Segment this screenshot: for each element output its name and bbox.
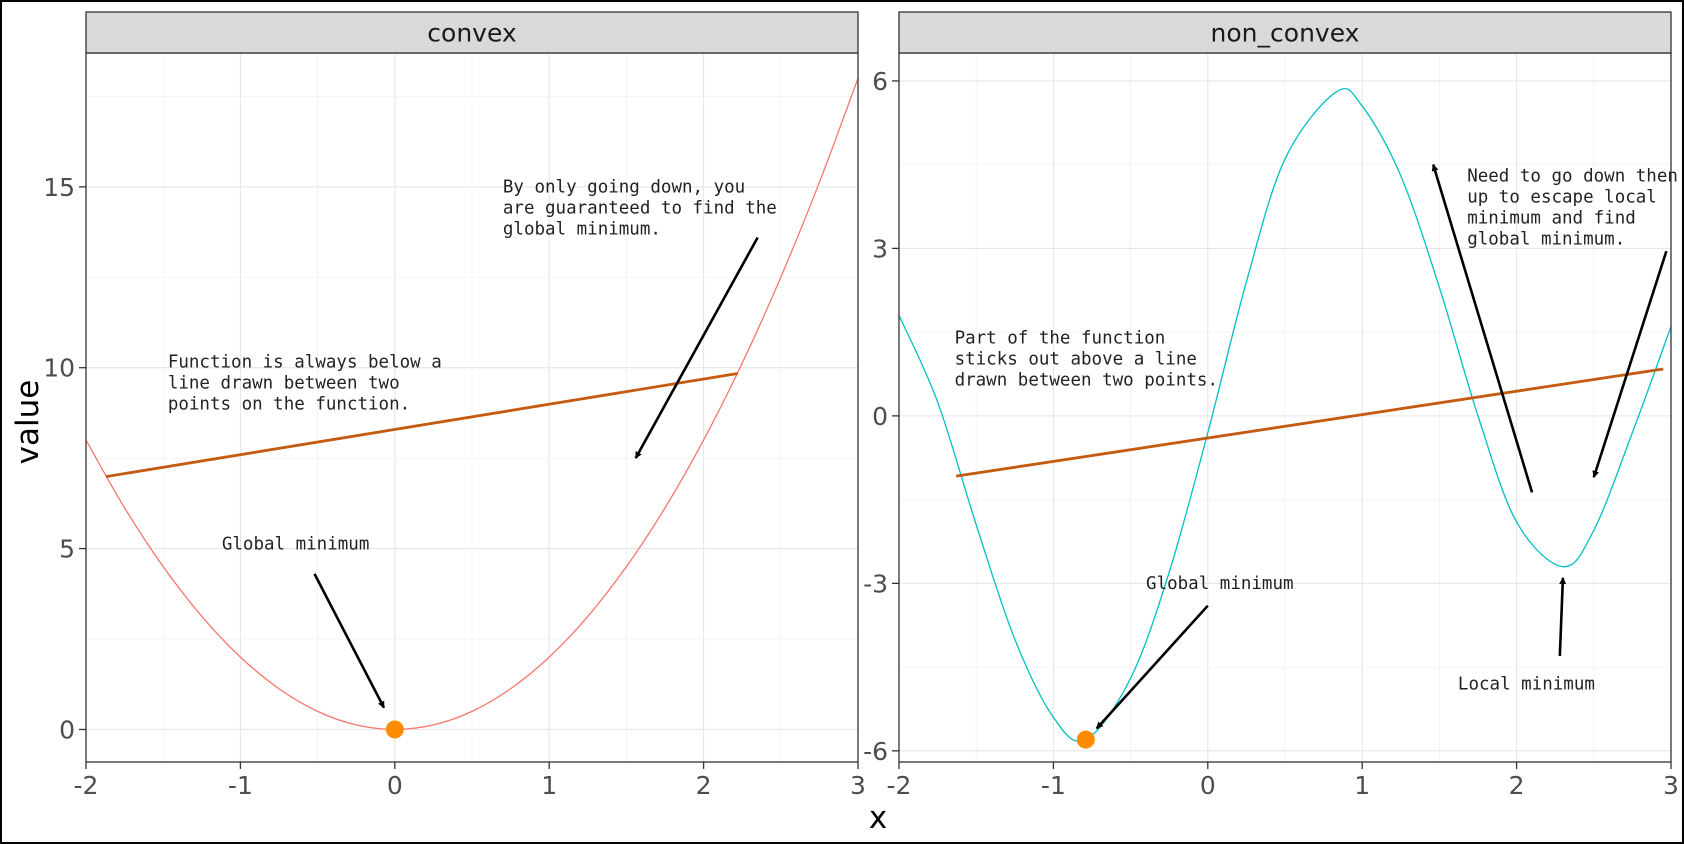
x-axis-title: x (869, 800, 887, 836)
x-tick-label: -1 (228, 771, 253, 800)
annotation-text: Function is always below a line drawn bet… (168, 353, 442, 415)
global-minimum-point (1076, 730, 1095, 749)
x-tick-label: 2 (696, 771, 712, 800)
x-tick-label: 3 (1663, 771, 1679, 800)
x-tick-label: 1 (541, 771, 557, 800)
y-axis-title: value (10, 380, 46, 465)
facet-strip-label: non_convex (1211, 19, 1360, 48)
function-curve (85, 78, 859, 731)
x-tick-label: 3 (850, 771, 866, 800)
chord-line (955, 367, 1664, 478)
x-tick-label: -2 (887, 771, 912, 800)
facet-strip (85, 11, 859, 54)
y-tick-label: -6 (863, 737, 888, 766)
annotation-line: global minimum. (1467, 229, 1625, 249)
x-tick-label: -1 (1041, 771, 1066, 800)
annotation-text: Need to go down then up to escape local mi… (1467, 166, 1678, 249)
facet-strip-label: convex (427, 19, 516, 48)
annotation-line: Function is always below a (168, 353, 442, 373)
annotation-line: Need to go down then (1467, 166, 1678, 186)
annotation-arrow (1431, 163, 1534, 493)
annotation-arrow (313, 573, 386, 709)
annotation-arrow (634, 236, 759, 459)
y-tick-label: 5 (59, 535, 75, 564)
y-tick-label: 0 (872, 402, 888, 431)
y-tick-label: 3 (872, 234, 888, 263)
annotation-line: line drawn between two (168, 374, 400, 394)
y-tick-label: -3 (863, 569, 888, 598)
y-tick-label: 0 (59, 715, 75, 744)
facets: Function is always below a line drawn bet… (43, 11, 1679, 800)
annotation-text: By only going down, you are guaranteed to… (503, 177, 777, 239)
annotation-line: By only going down, you (503, 177, 745, 197)
annotation-text: Part of the function sticks out above a l… (955, 328, 1218, 390)
y-tick-label: 15 (43, 173, 75, 202)
facet-panel-convex: Function is always below a line drawn bet… (43, 11, 866, 800)
facet-panel-non_convex: Part of the function sticks out above a l… (863, 11, 1679, 800)
global-minimum-point (385, 720, 404, 739)
annotation-line: minimum and find (1467, 208, 1636, 228)
annotation-line: Global minimum (222, 535, 370, 555)
facet-strip (898, 11, 1672, 54)
x-tick-label: 0 (1200, 771, 1216, 800)
annotation-arrow (1558, 577, 1567, 656)
annotation-line: are guaranteed to find the (503, 198, 777, 218)
x-tick-label: -2 (74, 771, 99, 800)
annotation-line: drawn between two points. (955, 370, 1218, 390)
x-tick-label: 2 (1509, 771, 1525, 800)
annotation-line: global minimum. (503, 219, 661, 239)
annotation-line: Part of the function (955, 328, 1166, 348)
annotation-line: sticks out above a line (955, 349, 1197, 369)
annotation-arrow (1095, 604, 1209, 730)
chord-line (105, 372, 738, 478)
annotation-text: Global minimum (1146, 574, 1294, 594)
annotation-line: points on the function. (168, 395, 410, 415)
y-tick-label: 6 (872, 67, 888, 96)
annotation-arrow (1592, 250, 1668, 478)
y-tick-label: 10 (43, 354, 75, 383)
x-tick-label: 1 (1354, 771, 1370, 800)
annotation-line: Local minimum (1458, 674, 1595, 694)
annotation-text: Local minimum (1458, 674, 1595, 694)
annotation-text: Global minimum (222, 535, 370, 555)
x-tick-label: 0 (387, 771, 403, 800)
function-curve (898, 87, 1672, 742)
annotation-line: Global minimum (1146, 574, 1294, 594)
annotation-line: up to escape local (1467, 187, 1657, 207)
